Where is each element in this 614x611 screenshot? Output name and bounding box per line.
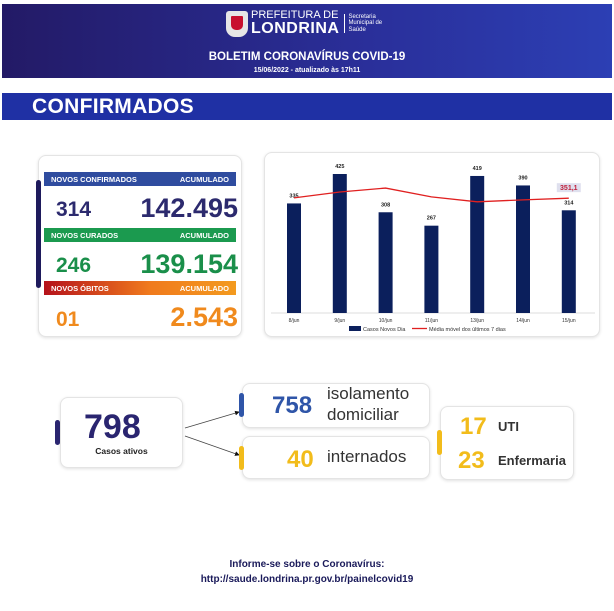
acc-label: ACUMULADO (179, 230, 229, 240)
x-tick-label: 9/jun (334, 318, 345, 324)
cases-chart: 335 8/jun 425 9/jun 308 10/jun 267 11/jun 419 13/… (271, 164, 595, 333)
highlight-box (556, 183, 581, 193)
leitos-box (440, 406, 574, 480)
accent-pill (55, 420, 60, 445)
isolamento-label2: domiciliar (327, 405, 399, 424)
x-tick-label: 14/jun (516, 318, 530, 324)
logo-sec-1: Secretaria (348, 13, 376, 20)
active-label: Casos ativos (95, 446, 148, 456)
accent-pill (437, 430, 442, 455)
section-title: CONFIRMADOS (32, 95, 194, 118)
acc-label: ACUMULADO (179, 174, 229, 184)
highlight-label: 351,1 (560, 185, 578, 192)
accent-pill (239, 393, 244, 417)
footer: Informe-se sobre o Coronavírus: http://s… (0, 557, 614, 587)
bar (470, 175, 485, 313)
curados-total: 139.154 (140, 249, 238, 279)
accent-bar (36, 180, 41, 288)
section-bar (2, 93, 612, 120)
x-tick-label: 10/jun (379, 318, 393, 324)
enfermaria-label: Enfermaria (498, 453, 566, 468)
footer-link[interactable]: http://saude.londrina.pr.gov.br/painelco… (200, 574, 414, 585)
logo-sec-3: Saúde (348, 26, 366, 33)
bar-label: 314 (564, 200, 574, 206)
label: NOVOS CURADOS (51, 230, 119, 240)
bar (516, 185, 530, 313)
internados-box (242, 436, 430, 479)
uti-value: 17 (460, 413, 487, 440)
bar-label: 308 (381, 202, 390, 208)
x-tick-label: 11/jun (425, 318, 438, 324)
logo-line1: PREFEITURA DE (251, 9, 339, 21)
logo-line2: LONDRINA (251, 20, 340, 37)
legend-bar-swatch (349, 326, 361, 331)
confirmados-new: 314 (56, 198, 92, 221)
chart-card: 335 8/jun 425 9/jun 308 10/jun 267 11/jun 419 13/… (264, 152, 600, 337)
bar-label: 335 (289, 193, 298, 199)
internados-value: 40 (287, 446, 314, 473)
curados-header: NOVOS CURADOS ACUMULADO (44, 228, 236, 242)
curados-new: 246 (56, 254, 92, 277)
isolamento-value: 758 (272, 392, 313, 419)
accent-pill (239, 446, 244, 470)
header-banner (2, 4, 612, 78)
legend-bar-label: Casos Novos Dia (363, 327, 406, 333)
bar-label: 425 (335, 164, 344, 170)
bar-label: 419 (473, 166, 482, 172)
label: NOVOS ÓBITOS (51, 283, 109, 293)
legend-line-label: Média móvel dos últimos 7 dias (429, 327, 506, 333)
uti-label: UTI (498, 419, 519, 434)
prefeitura-logo: PREFEITURA DE LONDRINA Secretaria Munici… (226, 10, 382, 37)
x-tick-label: 8/jun (289, 318, 300, 324)
bar (287, 203, 301, 313)
isolamento-label1: isolamento (327, 384, 410, 403)
bar (378, 212, 393, 313)
obitos-header: NOVOS ÓBITOS ACUMULADO (44, 281, 236, 295)
bar (561, 210, 576, 313)
footer-line1: Informe-se sobre o Coronavírus: (229, 559, 385, 570)
isolamento-box (242, 383, 430, 428)
bulletin-title: BOLETIM CORONAVÍRUS COVID-19 (208, 51, 406, 63)
bulletin-date: 15/06/2022 - atualizado às 17h11 (253, 67, 361, 74)
acc-label: ACUMULADO (179, 283, 229, 293)
bar-label: 390 (518, 175, 527, 181)
obitos-total: 2.543 (170, 302, 238, 332)
crest-icon (226, 10, 248, 37)
x-tick-label: 13/jun (470, 318, 484, 324)
x-tick-label: 15/jun (562, 318, 576, 324)
bar (424, 225, 439, 313)
obitos-new: 01 (56, 308, 80, 331)
active-cases-box (60, 397, 183, 468)
active-value: 798 (84, 408, 141, 446)
enfermaria-value: 23 (458, 447, 485, 474)
arrow-isolamento (184, 410, 240, 429)
arrow-internados (184, 435, 240, 456)
label: NOVOS CONFIRMADOS (51, 174, 137, 184)
confirmados-header: NOVOS CONFIRMADOS ACUMULADO (44, 172, 236, 186)
logo-sec-2: Municipal de (348, 20, 383, 27)
moving-average-line (293, 187, 569, 203)
confirmados-total: 142.495 (140, 193, 238, 223)
arrows (184, 410, 240, 456)
internados-label: internados (327, 447, 407, 466)
bar (332, 174, 347, 313)
bar-label: 267 (427, 216, 436, 222)
